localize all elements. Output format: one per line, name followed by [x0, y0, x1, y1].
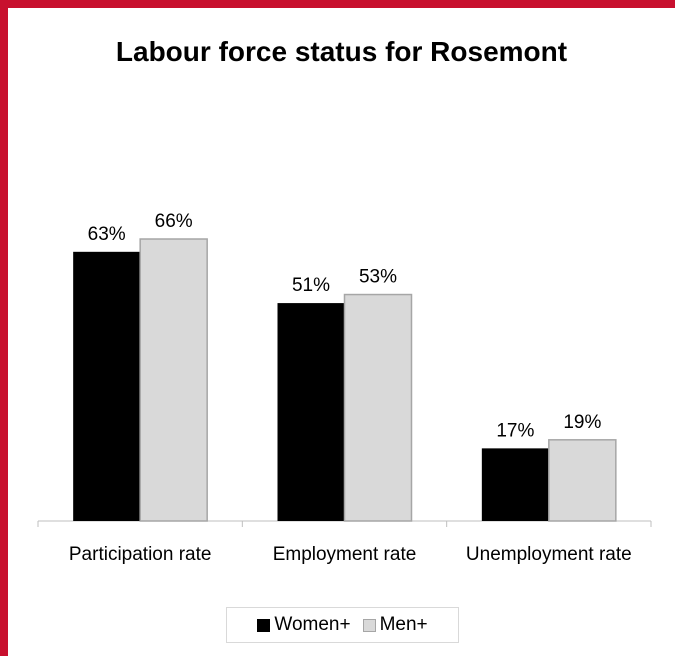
legend-swatch-men [362, 618, 376, 632]
legend-item-women: Women+ [257, 614, 351, 636]
chart-title: Labour force status for Rosemont [115, 36, 568, 67]
category-label: Unemployment rate [466, 544, 632, 565]
legend-item-men: Men+ [362, 614, 428, 636]
data-label: 17% [496, 420, 534, 441]
legend-label-women: Women+ [274, 614, 351, 635]
bar-women-3 [481, 448, 549, 521]
data-label: 63% [88, 224, 126, 245]
legend-swatch-women [257, 618, 271, 632]
legend-label-men: Men+ [379, 614, 428, 635]
data-label: 66% [155, 211, 193, 232]
bar-women-2 [277, 303, 345, 521]
category-label: Participation rate [69, 544, 212, 565]
chart-legend: Women+ Men+ [226, 607, 459, 643]
bar-men-1 [139, 238, 208, 522]
data-label: 53% [359, 267, 397, 288]
data-label: 19% [563, 412, 601, 433]
bar-women-1 [73, 251, 141, 521]
bar-men-2 [343, 293, 413, 522]
category-label: Employment rate [273, 544, 417, 565]
bar-men-3 [548, 439, 617, 522]
data-label: 51% [292, 275, 330, 296]
